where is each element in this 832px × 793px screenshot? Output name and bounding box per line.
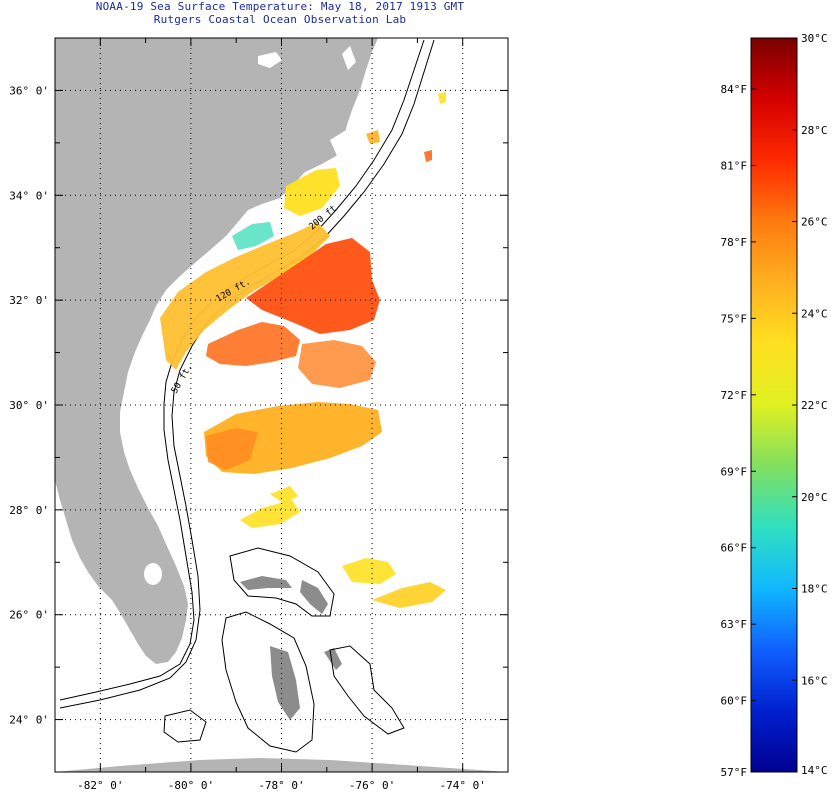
lon-label: -76° 0' (349, 779, 395, 792)
chesapeake-bay (342, 46, 356, 70)
sst-patch-fl-east-warm (206, 428, 258, 470)
lon-label: -78° 0' (258, 779, 304, 792)
grand-bahama (240, 576, 292, 590)
colorbar-fahrenheit-label: 63°F (721, 618, 748, 631)
colorbar-celsius-label: 26°C (801, 216, 828, 229)
cay-sal-bank-contour (163, 709, 207, 743)
lat-label: 28° 0' (9, 504, 49, 517)
andros-island (270, 646, 300, 720)
colorbar-fahrenheit-label: 57°F (721, 766, 748, 779)
pamlico-sound (330, 130, 352, 158)
sst-patch-yellow-fl-strait (270, 486, 298, 504)
colorbar-fahrenheit-label: 66°F (721, 542, 748, 555)
us-east-coast-land (55, 38, 378, 664)
lat-label: 32° 0' (9, 294, 49, 307)
colorbar-celsius-label: 18°C (801, 583, 828, 596)
lake-okeechobee (144, 563, 162, 585)
sst-patch-gulf-stream-core (246, 238, 380, 334)
colorbar-fahrenheit-label: 81°F (721, 159, 748, 172)
lat-label: 36° 0' (9, 84, 49, 97)
colorbar-celsius-label: 30°C (801, 32, 828, 45)
lat-label: 34° 0' (9, 189, 49, 202)
sst-patch-yellow-south-2 (342, 558, 396, 584)
colorbar-celsius-label: 24°C (801, 307, 828, 320)
colorbar-fahrenheit-label: 60°F (721, 695, 748, 708)
colorbar-celsius-label: 14°C (801, 764, 828, 777)
colorbar-celsius-label: 20°C (801, 491, 828, 504)
sst-patch-small-top (438, 92, 446, 104)
latitude-labels: 36° 0' 34° 0' 32° 0' 30° 0' 28° 0' 26° 0' 24° … (9, 84, 49, 726)
longitude-labels: -82° 0' -80° 0' -78° 0' -76° 0' -74° 0' (77, 779, 486, 792)
colorbar-celsius-label: 16°C (801, 674, 828, 687)
sst-swath (160, 92, 446, 608)
lat-label: 26° 0' (9, 609, 49, 622)
colorbar-fahrenheit-label: 78°F (721, 236, 748, 249)
sst-patch-gulf-stream-south (206, 322, 300, 366)
sst-patch-ga-sc-shelf (160, 222, 330, 370)
lat-label: 24° 0' (9, 714, 49, 727)
sst-patch-nc-coast (284, 168, 340, 216)
lon-label: -74° 0' (440, 779, 486, 792)
colorbar-fahrenheit-label: 84°F (721, 83, 748, 96)
colorbar (750, 37, 798, 773)
map-subtitle: Rutgers Coastal Ocean Observation Lab (153, 13, 407, 26)
great-bahama-bank-contour (221, 611, 315, 753)
sst-patch-yellow-south-1 (240, 500, 300, 528)
lon-label: -80° 0' (168, 779, 214, 792)
sst-patch-cyan-cooler (232, 222, 274, 250)
sst-patch-offshore-east (298, 340, 376, 388)
sst-patch-small-ne (366, 130, 380, 144)
eleuthera-island (324, 648, 342, 670)
sst-patch-yellow-south-3 (372, 582, 446, 608)
inner-shelf-contour (59, 39, 425, 701)
colorbar-fahrenheit-label: 75°F (721, 312, 748, 325)
colorbar-labels: 30°C 28°C 26°C 24°C 22°C 20°C 18°C 16°C 14°C 84°F… (721, 32, 828, 779)
lat-label: 30° 0' (9, 399, 49, 412)
axis-ticks (55, 38, 508, 772)
colorbar-fahrenheit-label: 72°F (721, 389, 748, 402)
albemarle-sound (258, 52, 282, 68)
colorbar-celsius-label: 28°C (801, 124, 828, 137)
abaco-island (300, 580, 328, 614)
little-bahama-bank-contour (229, 547, 335, 617)
sst-patch-small-ne-2 (424, 150, 432, 162)
colorbar-celsius-label: 22°C (801, 399, 828, 412)
exuma-bank-contour (329, 645, 405, 735)
map-title: NOAA-19 Sea Surface Temperature: May 18,… (95, 0, 465, 13)
outer-shelf-contour (59, 39, 435, 709)
colorbar-fahrenheit-label: 69°F (721, 465, 748, 478)
lon-label: -82° 0' (77, 779, 123, 792)
lat-lon-grid (55, 38, 508, 772)
